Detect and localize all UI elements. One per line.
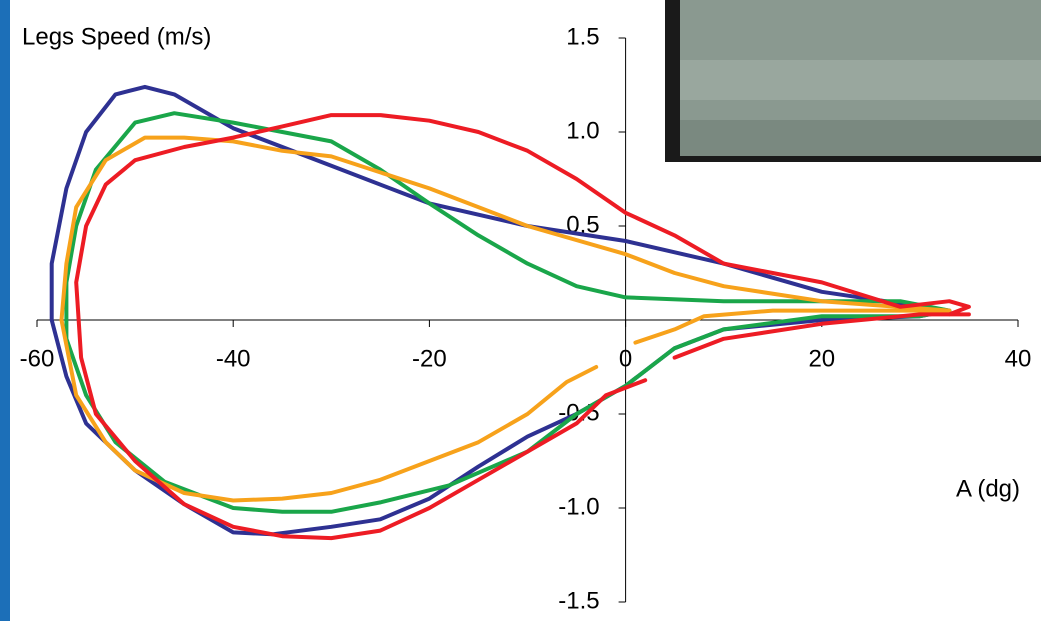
x-tick-label: -60 (20, 345, 55, 372)
y-tick-label: -1.0 (558, 493, 599, 520)
photo-inset (665, 0, 1041, 162)
y-tick-label: -1.5 (558, 587, 599, 614)
x-tick-label: 20 (808, 345, 835, 372)
x-tick-label: 40 (1005, 345, 1032, 372)
x-tick-label: -40 (216, 345, 251, 372)
y-tick-label: 1.5 (566, 23, 599, 50)
x-tick-label: 0 (619, 345, 632, 372)
photo-shade (680, 120, 1041, 156)
y-axis-label: Legs Speed (m/s) (22, 23, 211, 50)
y-tick-label: 1.0 (566, 117, 599, 144)
photo-shade (680, 60, 1041, 100)
x-tick-label: -20 (412, 345, 447, 372)
series-line (59, 135, 952, 503)
x-axis-label: A (dg) (956, 475, 1020, 502)
series-line (74, 113, 971, 541)
